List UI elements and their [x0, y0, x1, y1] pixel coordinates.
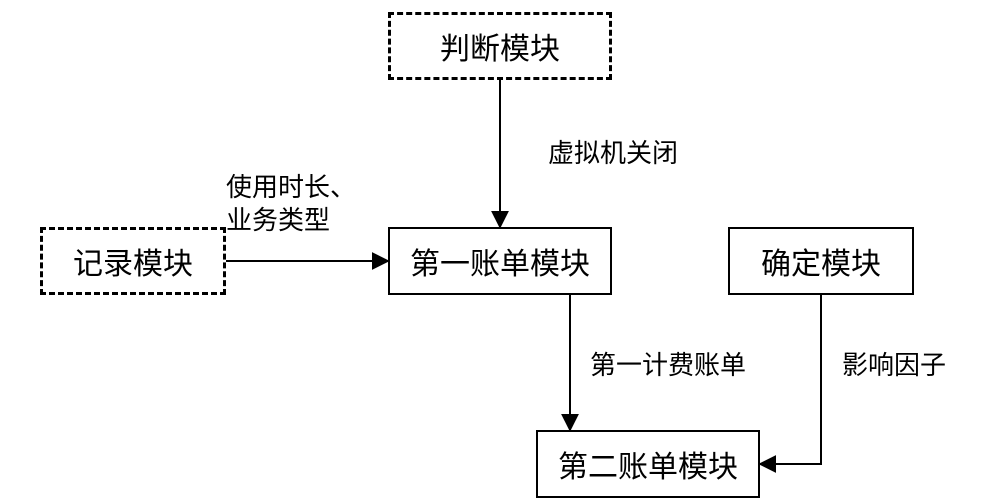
diagram-canvas: { "type": "flowchart", "canvas": { "widt…: [0, 0, 1000, 502]
node-label: 判断模块: [440, 24, 560, 68]
node-confirm: 确定模块: [728, 227, 914, 295]
node-label: 第一账单模块: [410, 239, 590, 283]
node-judge: 判断模块: [388, 12, 612, 80]
node-label: 第二账单模块: [558, 442, 738, 486]
node-first-bill: 第一账单模块: [388, 227, 612, 295]
edge-confirm-to-bill2: [760, 295, 821, 464]
edge-label-usage-type: 使用时长、业务类型: [226, 172, 356, 237]
edge-label-influence: 影响因子: [842, 350, 946, 383]
node-second-bill: 第二账单模块: [536, 430, 760, 498]
edge-label-vm-closed: 虚拟机关闭: [548, 138, 678, 171]
edge-label-first-bill: 第一计费账单: [590, 350, 746, 383]
node-record: 记录模块: [40, 227, 226, 295]
node-label: 确定模块: [761, 239, 881, 283]
node-label: 记录模块: [73, 239, 193, 283]
